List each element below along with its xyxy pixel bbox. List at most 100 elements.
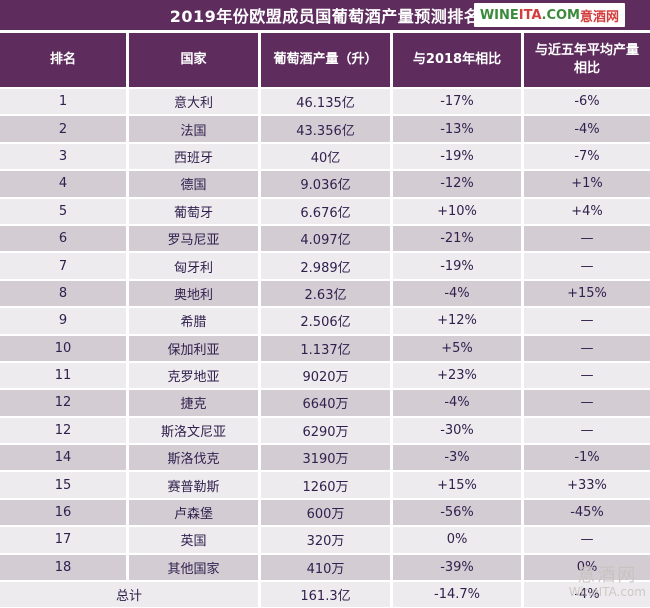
table-row: 12 斯洛文尼亚 6290万 -30% — (0, 417, 650, 444)
vs-5yr-cell: +4% (524, 198, 650, 224)
production-cell: 9020万 (261, 362, 390, 389)
rank-cell: 6 (0, 225, 126, 252)
vs-2018-cell: +23% (393, 362, 521, 389)
logo-text-ita: ITA (518, 7, 542, 23)
vs-5yr-cell: — (524, 253, 650, 279)
rank-cell: 9 (0, 308, 126, 334)
column-header-rank: 排名 (0, 33, 126, 87)
vs-5yr-cell: — (524, 308, 650, 334)
country-cell: 西班牙 (129, 143, 258, 170)
table-total-row: 总计 161.3亿 -14.7% -4% (0, 582, 650, 608)
production-cell: 320万 (261, 527, 390, 553)
vs-2018-cell: -3% (393, 445, 521, 471)
production-cell: 2.989亿 (261, 253, 390, 279)
column-header-vs-2018: 与2018年相比 (393, 33, 521, 87)
country-cell: 意大利 (129, 89, 258, 115)
rank-cell: 3 (0, 143, 126, 170)
production-cell: 2.506亿 (261, 308, 390, 334)
vs-2018-cell: -19% (393, 143, 521, 170)
column-header-vs-5yr-avg: 与近五年平均产量相比 (524, 33, 650, 87)
total-label-cell: 总计 (0, 582, 258, 608)
vs-5yr-cell: -7% (524, 143, 650, 170)
table-row: 16 卢森堡 600万 -56% -45% (0, 499, 650, 526)
vs-2018-cell: -4% (393, 390, 521, 416)
rank-cell: 2 (0, 116, 126, 142)
rank-cell: 10 (0, 335, 126, 361)
production-cell: 600万 (261, 499, 390, 526)
page-title: 2019年份欧盟成员国葡萄酒产量预测排名 (169, 7, 481, 26)
logo-text-dotcom: .COM (541, 7, 580, 23)
total-vs-2018-cell: -14.7% (393, 582, 521, 608)
vs-2018-cell: -4% (393, 280, 521, 307)
production-cell: 410万 (261, 554, 390, 581)
table-row: 9 希腊 2.506亿 +12% — (0, 308, 650, 334)
vs-2018-cell: +12% (393, 308, 521, 334)
country-cell: 斯洛文尼亚 (129, 417, 258, 444)
vs-5yr-cell: — (524, 225, 650, 252)
column-header-production: 葡萄酒产量（升） (261, 33, 390, 87)
country-cell: 捷克 (129, 390, 258, 416)
vs-5yr-cell: -4% (524, 116, 650, 142)
rank-cell: 11 (0, 362, 126, 389)
logo-text-wine: WINE (479, 7, 519, 23)
vs-5yr-cell: — (524, 390, 650, 416)
production-cell: 2.63亿 (261, 280, 390, 307)
country-cell: 德国 (129, 171, 258, 197)
country-cell: 奥地利 (129, 280, 258, 307)
country-cell: 保加利亚 (129, 335, 258, 361)
production-cell: 40亿 (261, 143, 390, 170)
vs-2018-cell: +15% (393, 472, 521, 498)
production-cell: 6.676亿 (261, 198, 390, 224)
vs-5yr-cell: 0% (524, 554, 650, 581)
vs-2018-cell: -39% (393, 554, 521, 581)
title-banner: 2019年份欧盟成员国葡萄酒产量预测排名 WINE ITA .COM 意酒网 (0, 0, 650, 30)
total-vs-5yr-cell: -4% (524, 582, 650, 608)
table-header-row: 排名 国家 葡萄酒产量（升） 与2018年相比 与近五年平均产量相比 (0, 33, 650, 87)
country-cell: 赛普勒斯 (129, 472, 258, 498)
vs-2018-cell: +5% (393, 335, 521, 361)
rank-cell: 14 (0, 445, 126, 471)
wineita-logo: WINE ITA .COM 意酒网 (473, 3, 625, 27)
table-row: 4 德国 9.036亿 -12% +1% (0, 171, 650, 197)
production-cell: 6290万 (261, 417, 390, 444)
vs-5yr-cell: +15% (524, 280, 650, 307)
vs-5yr-cell: -45% (524, 499, 650, 526)
table-row: 10 保加利亚 1.137亿 +5% — (0, 335, 650, 361)
vs-2018-cell: +10% (393, 198, 521, 224)
production-cell: 9.036亿 (261, 171, 390, 197)
country-cell: 卢森堡 (129, 499, 258, 526)
vs-5yr-cell: — (524, 527, 650, 553)
rank-cell: 7 (0, 253, 126, 279)
table-row: 5 葡萄牙 6.676亿 +10% +4% (0, 198, 650, 224)
production-cell: 4.097亿 (261, 225, 390, 252)
table-body: 1 意大利 46.135亿 -17% -6% 2 法国 43.356亿 -13% -4% 3 西班牙 4… (0, 89, 650, 581)
rank-cell: 8 (0, 280, 126, 307)
vs-5yr-cell: +33% (524, 472, 650, 498)
table-row: 15 赛普勒斯 1260万 +15% +33% (0, 472, 650, 498)
rank-cell: 4 (0, 171, 126, 197)
vs-2018-cell: 0% (393, 527, 521, 553)
rank-cell: 18 (0, 554, 126, 581)
ranking-table: 排名 国家 葡萄酒产量（升） 与2018年相比 与近五年平均产量相比 1 意大利 4… (0, 33, 650, 608)
country-cell: 罗马尼亚 (129, 225, 258, 252)
table-row: 18 其他国家 410万 -39% 0% (0, 554, 650, 581)
table-row: 1 意大利 46.135亿 -17% -6% (0, 89, 650, 115)
vs-2018-cell: -19% (393, 253, 521, 279)
vs-5yr-cell: — (524, 362, 650, 389)
production-cell: 46.135亿 (261, 89, 390, 115)
table-row: 12 捷克 6640万 -4% — (0, 390, 650, 416)
table-row: 8 奥地利 2.63亿 -4% +15% (0, 280, 650, 307)
table-row: 11 克罗地亚 9020万 +23% — (0, 362, 650, 389)
rank-cell: 5 (0, 198, 126, 224)
country-cell: 葡萄牙 (129, 198, 258, 224)
vs-2018-cell: -21% (393, 225, 521, 252)
table-row: 14 斯洛伐克 3190万 -3% -1% (0, 445, 650, 471)
table-row: 17 英国 320万 0% — (0, 527, 650, 553)
vs-2018-cell: -17% (393, 89, 521, 115)
column-header-country: 国家 (129, 33, 258, 87)
table-row: 7 匈牙利 2.989亿 -19% — (0, 253, 650, 279)
vs-2018-cell: -13% (393, 116, 521, 142)
rank-cell: 12 (0, 417, 126, 444)
country-cell: 法国 (129, 116, 258, 142)
